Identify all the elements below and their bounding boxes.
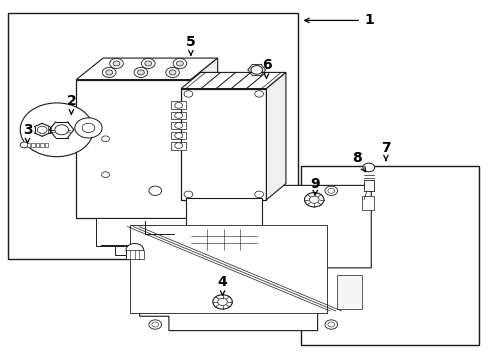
Circle shape xyxy=(75,118,102,138)
Bar xyxy=(171,112,185,120)
Bar xyxy=(40,143,43,147)
Text: 8: 8 xyxy=(351,152,365,172)
Bar xyxy=(27,143,30,147)
Bar xyxy=(126,250,143,259)
Circle shape xyxy=(183,191,192,198)
Text: 9: 9 xyxy=(310,177,319,195)
Circle shape xyxy=(102,172,109,177)
Bar xyxy=(8,13,298,259)
Circle shape xyxy=(144,61,151,66)
Circle shape xyxy=(20,103,93,157)
Circle shape xyxy=(327,188,334,193)
Bar xyxy=(171,132,185,139)
Polygon shape xyxy=(181,72,285,89)
Bar xyxy=(171,122,185,130)
Bar xyxy=(190,229,256,250)
Circle shape xyxy=(174,113,182,118)
Circle shape xyxy=(327,322,334,327)
Circle shape xyxy=(55,125,68,135)
Bar xyxy=(363,180,373,191)
Bar xyxy=(300,166,478,345)
Text: 4: 4 xyxy=(217,275,227,295)
Bar xyxy=(171,141,185,149)
Text: 7: 7 xyxy=(380,141,390,161)
Bar xyxy=(76,80,190,218)
Bar xyxy=(181,89,266,200)
Circle shape xyxy=(183,91,192,97)
Circle shape xyxy=(174,133,182,138)
Text: 5: 5 xyxy=(185,35,195,55)
Circle shape xyxy=(212,295,232,309)
Text: 6: 6 xyxy=(261,58,271,78)
Polygon shape xyxy=(76,58,217,80)
Circle shape xyxy=(362,163,374,172)
Polygon shape xyxy=(130,225,327,313)
Circle shape xyxy=(250,66,262,74)
Circle shape xyxy=(169,70,176,75)
Circle shape xyxy=(102,67,116,77)
Circle shape xyxy=(134,67,147,77)
Polygon shape xyxy=(190,58,217,218)
Polygon shape xyxy=(140,185,370,330)
Circle shape xyxy=(20,142,28,148)
Circle shape xyxy=(37,126,47,134)
Circle shape xyxy=(149,320,161,329)
Bar xyxy=(96,218,185,246)
Circle shape xyxy=(174,143,182,148)
Text: 2: 2 xyxy=(66,94,76,114)
Circle shape xyxy=(217,298,227,306)
Circle shape xyxy=(152,322,158,327)
Polygon shape xyxy=(266,72,285,200)
Circle shape xyxy=(109,58,123,68)
Bar xyxy=(361,196,373,211)
Circle shape xyxy=(174,103,182,108)
Circle shape xyxy=(174,123,182,129)
Bar xyxy=(185,198,261,230)
Circle shape xyxy=(309,196,319,203)
Circle shape xyxy=(254,91,263,97)
Text: 3: 3 xyxy=(22,123,32,143)
Polygon shape xyxy=(336,275,361,309)
Circle shape xyxy=(304,193,324,207)
Bar xyxy=(36,143,39,147)
Circle shape xyxy=(325,186,337,195)
Circle shape xyxy=(176,61,183,66)
Circle shape xyxy=(149,186,161,195)
Circle shape xyxy=(105,70,112,75)
Circle shape xyxy=(141,58,155,68)
Bar xyxy=(171,102,185,109)
Circle shape xyxy=(325,320,337,329)
Circle shape xyxy=(102,136,109,141)
Circle shape xyxy=(173,58,186,68)
Circle shape xyxy=(126,243,143,256)
Circle shape xyxy=(165,67,179,77)
Circle shape xyxy=(113,61,120,66)
Circle shape xyxy=(254,191,263,198)
Text: 1: 1 xyxy=(304,13,373,27)
Bar xyxy=(31,143,35,147)
Bar xyxy=(44,143,48,147)
Circle shape xyxy=(137,70,144,75)
Circle shape xyxy=(82,123,95,132)
